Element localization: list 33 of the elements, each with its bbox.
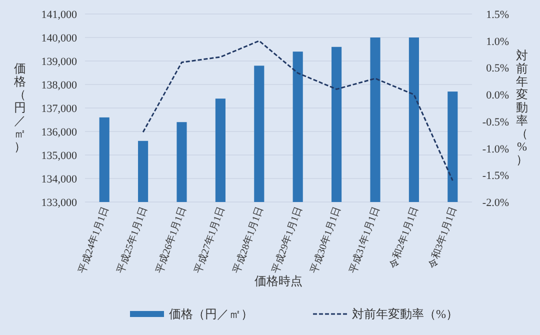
y-tick-label: 140,000 bbox=[41, 32, 78, 44]
x-tick-label: 平成28年1月1日 bbox=[230, 204, 266, 275]
x-tick-label: 平成29年1月1日 bbox=[269, 204, 305, 275]
x-tick-label: 平成25年1月1日 bbox=[114, 204, 150, 275]
y-axis-title: 価格（円／㎡） bbox=[13, 62, 26, 154]
x-tick-label: 令和2年1月1日 bbox=[387, 204, 421, 270]
y2-tick-label: -2.0% bbox=[482, 197, 509, 209]
y2-tick-label: 1.0% bbox=[486, 36, 509, 48]
y2-tick-label: -0.5% bbox=[482, 116, 509, 128]
y-tick-label: 135,000 bbox=[41, 150, 78, 162]
y-tick-label: 134,000 bbox=[41, 174, 78, 186]
y2-tick-label: 0.5% bbox=[486, 62, 509, 75]
line-series bbox=[142, 40, 454, 182]
y-tick-label: 133,000 bbox=[41, 197, 78, 209]
y-tick-label: 139,000 bbox=[41, 56, 78, 68]
text: 対前年変動率（%） bbox=[516, 48, 528, 166]
y-tick-label: 138,000 bbox=[41, 80, 78, 92]
y2-tick-label: -1.0% bbox=[482, 143, 509, 156]
y-tick-label: 141,000 bbox=[41, 9, 78, 21]
x-tick-label: 平成26年1月1日 bbox=[153, 204, 189, 275]
x-axis-title: 価格時点 bbox=[254, 274, 302, 288]
x-tick-label: 令和3年1月1日 bbox=[426, 204, 460, 270]
legend-label: 対前年変動率（%） bbox=[352, 307, 458, 321]
x-tick-label: 平成30年1月1日 bbox=[308, 204, 344, 275]
x-tick-label: 平成24年1月1日 bbox=[76, 204, 112, 275]
y-tick-label: 137,000 bbox=[41, 103, 78, 115]
legend-label: 価格（円／㎡） bbox=[169, 307, 253, 321]
y2-tick-label: 1.5% bbox=[486, 9, 509, 21]
x-tick-label: 平成31年1月1日 bbox=[346, 204, 382, 275]
y-tick-label: 136,000 bbox=[41, 126, 78, 138]
x-tick-label: 平成27年1月1日 bbox=[192, 204, 228, 275]
y2-tick-label: -1.5% bbox=[482, 170, 509, 182]
y2-tick-label: 0.0% bbox=[486, 90, 509, 102]
